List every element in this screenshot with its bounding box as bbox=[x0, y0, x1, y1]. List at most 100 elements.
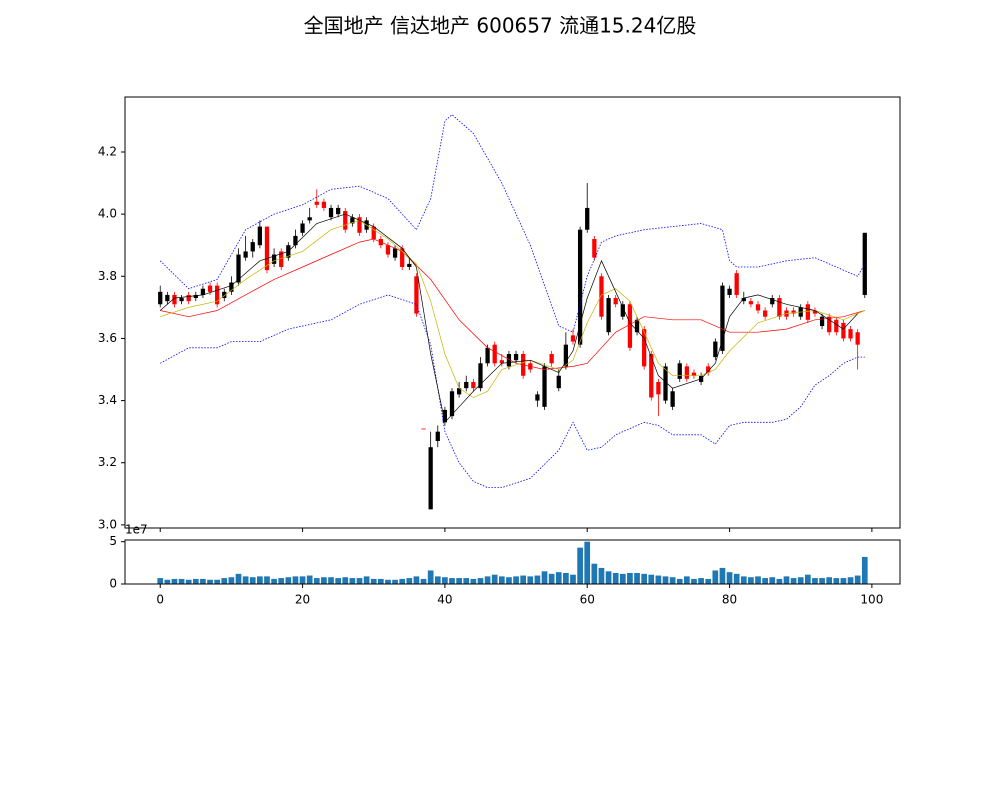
candle-body bbox=[172, 294, 177, 305]
volume-bar bbox=[363, 576, 370, 584]
volume-bar bbox=[591, 563, 598, 584]
volume-bar bbox=[797, 577, 804, 584]
candle-body bbox=[307, 217, 312, 221]
price-panel: 3.0 3.2 3.4 3.6 3.8 4.0 4.2 bbox=[98, 114, 873, 532]
candle-body bbox=[706, 366, 711, 373]
volume-bar bbox=[399, 578, 406, 584]
candle-body bbox=[428, 447, 433, 510]
candle-body bbox=[748, 301, 754, 305]
y-tick-label: 3.0 bbox=[98, 517, 117, 531]
volume-bar bbox=[691, 578, 697, 584]
volume-panel: 0 5 1e7 0 20 40 60 80 100 bbox=[109, 523, 883, 607]
volume-bar bbox=[698, 578, 704, 584]
candle-body bbox=[713, 341, 718, 358]
volume-bar bbox=[242, 576, 249, 584]
candle-body bbox=[392, 248, 398, 258]
volume-bar bbox=[641, 573, 648, 584]
candle-body bbox=[841, 322, 846, 339]
volume-bar bbox=[619, 573, 626, 584]
volume-bar bbox=[406, 578, 413, 584]
volume-bar bbox=[477, 578, 484, 584]
y-tick-label: 4.0 bbox=[98, 207, 117, 221]
volume-bar bbox=[733, 573, 740, 584]
volume-bar bbox=[527, 576, 534, 584]
volume-bar bbox=[662, 576, 669, 584]
candle-body bbox=[677, 363, 682, 379]
volume-bar bbox=[192, 578, 199, 584]
volume-bar bbox=[826, 577, 833, 584]
candle-body bbox=[827, 316, 832, 333]
volume-bar bbox=[498, 576, 505, 584]
volume-bar bbox=[854, 575, 861, 584]
axis-offset-label: 1e7 bbox=[125, 523, 148, 537]
volume-bar bbox=[648, 574, 655, 584]
volume-bar bbox=[555, 572, 562, 584]
volume-bar bbox=[577, 547, 583, 584]
candle-body bbox=[763, 310, 768, 317]
volume-bar bbox=[541, 571, 548, 584]
candle-body bbox=[279, 251, 284, 267]
candle-body bbox=[570, 335, 576, 342]
candle-body bbox=[200, 288, 206, 295]
volume-bar bbox=[719, 567, 726, 584]
volume-bar bbox=[235, 573, 242, 584]
candle-body bbox=[599, 276, 604, 317]
volume-bar bbox=[804, 574, 811, 584]
volume-bar bbox=[634, 573, 640, 584]
candle-body bbox=[449, 391, 455, 417]
volume-bar bbox=[306, 575, 313, 584]
candle-body bbox=[627, 304, 633, 348]
candle-body bbox=[371, 226, 376, 240]
candle-body bbox=[343, 211, 348, 230]
candle-body bbox=[556, 375, 561, 389]
volume-bar bbox=[178, 578, 185, 584]
candle-body bbox=[357, 217, 362, 233]
volume-bar bbox=[392, 579, 398, 584]
volume-bar bbox=[470, 578, 477, 584]
candle-body bbox=[186, 294, 191, 302]
volume-bar bbox=[684, 576, 690, 584]
volume-bar bbox=[769, 577, 776, 584]
candle-body bbox=[649, 353, 654, 398]
candle-body bbox=[236, 254, 241, 283]
volume-bar bbox=[356, 578, 363, 584]
candle-body bbox=[663, 366, 668, 401]
volume-bar bbox=[776, 578, 783, 584]
volume-bar bbox=[676, 578, 683, 584]
volume-bar bbox=[669, 577, 676, 584]
volume-bar bbox=[370, 578, 377, 584]
volume-bar bbox=[427, 570, 434, 584]
candle-body bbox=[755, 304, 761, 311]
volume-bar bbox=[861, 556, 868, 584]
candle-body bbox=[727, 288, 732, 295]
candle-body bbox=[471, 381, 476, 389]
candle-body bbox=[720, 285, 725, 351]
volume-bar bbox=[171, 578, 178, 584]
volume-bar bbox=[655, 575, 662, 584]
volume-bar bbox=[819, 578, 825, 584]
candle-body bbox=[435, 431, 440, 441]
volume-bar bbox=[434, 576, 441, 584]
volume-bar bbox=[349, 578, 356, 584]
volume-bar bbox=[321, 577, 327, 584]
volume-bar bbox=[563, 573, 569, 584]
volume-bar bbox=[264, 576, 270, 584]
candle-body bbox=[400, 248, 405, 267]
candle-body bbox=[293, 235, 298, 246]
candle-body bbox=[592, 239, 597, 258]
candle-body bbox=[229, 282, 234, 292]
x-tick-label: 40 bbox=[437, 593, 452, 607]
volume-bar bbox=[840, 578, 847, 584]
candle-body bbox=[264, 226, 270, 271]
candle-body bbox=[300, 223, 305, 233]
volume-bar bbox=[712, 570, 719, 584]
indicator-line bbox=[160, 294, 865, 489]
candle-body bbox=[862, 232, 867, 295]
candle-body bbox=[620, 304, 625, 317]
volume-bar bbox=[847, 577, 854, 584]
candle-body bbox=[513, 353, 519, 361]
volume-bar bbox=[740, 576, 747, 584]
candle-body bbox=[741, 298, 746, 302]
volume-bar bbox=[548, 573, 555, 584]
